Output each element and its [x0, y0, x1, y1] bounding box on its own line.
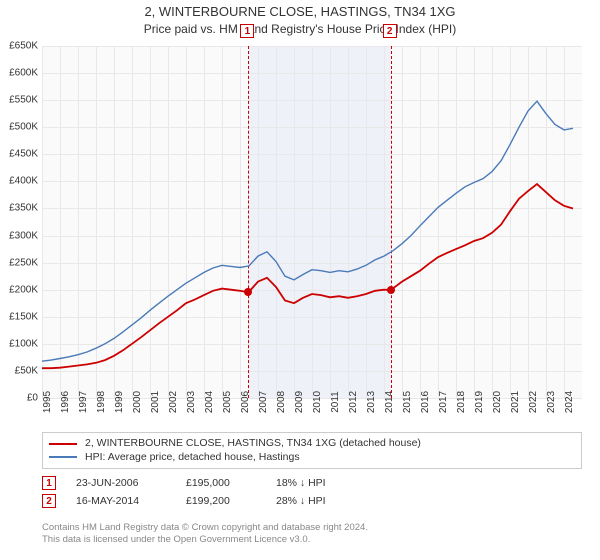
event-number-box: 1 [42, 476, 56, 490]
events-table: 1 23-JUN-2006 £195,000 18% ↓ HPI 2 16-MAY-201… [42, 476, 582, 512]
event-price: £199,200 [186, 495, 256, 507]
y-tick-label: £400K [9, 176, 38, 187]
y-tick-label: £150K [9, 311, 38, 322]
series-property [42, 184, 573, 368]
footer-line1: Contains HM Land Registry data © Crown c… [42, 522, 582, 534]
y-tick-label: £250K [9, 257, 38, 268]
legend-row: 2, WINTERBOURNE CLOSE, HASTINGS, TN34 1X… [49, 437, 575, 451]
event-marker-box: 2 [383, 24, 397, 38]
chart-area: £0£50K£100K£150K£200K£250K£300K£350K£400… [42, 46, 582, 398]
event-date: 23-JUN-2006 [76, 477, 166, 489]
event-date: 16-MAY-2014 [76, 495, 166, 507]
legend-swatch [49, 456, 77, 458]
plot-area: £0£50K£100K£150K£200K£250K£300K£350K£400… [42, 46, 582, 398]
y-tick-label: £50K [15, 365, 38, 376]
legend-swatch [49, 443, 77, 445]
event-delta: 28% ↓ HPI [276, 495, 326, 507]
event-marker-box: 1 [240, 24, 254, 38]
series-svg [42, 46, 582, 398]
chart-title: 2, WINTERBOURNE CLOSE, HASTINGS, TN34 1X… [0, 4, 600, 19]
event-number-box: 2 [42, 494, 56, 508]
y-tick-label: £200K [9, 284, 38, 295]
event-delta: 18% ↓ HPI [276, 477, 326, 489]
y-tick-label: £500K [9, 122, 38, 133]
event-price: £195,000 [186, 477, 256, 489]
event-row: 2 16-MAY-2014 £199,200 28% ↓ HPI [42, 494, 582, 508]
event-row: 1 23-JUN-2006 £195,000 18% ↓ HPI [42, 476, 582, 490]
y-tick-label: £100K [9, 338, 38, 349]
y-tick-label: £600K [9, 68, 38, 79]
y-tick-label: £300K [9, 230, 38, 241]
y-tick-label: £0 [27, 393, 38, 404]
legend-label: HPI: Average price, detached house, Hast… [85, 451, 300, 465]
y-tick-label: £550K [9, 95, 38, 106]
legend-label: 2, WINTERBOURNE CLOSE, HASTINGS, TN34 1X… [85, 437, 421, 451]
y-tick-label: £350K [9, 203, 38, 214]
chart-subtitle: Price paid vs. HM Land Registry's House … [0, 22, 600, 36]
footer-line2: This data is licensed under the Open Gov… [42, 534, 582, 546]
footer-attribution: Contains HM Land Registry data © Crown c… [42, 522, 582, 547]
y-tick-label: £650K [9, 41, 38, 52]
legend-row: HPI: Average price, detached house, Hast… [49, 451, 575, 465]
y-tick-label: £450K [9, 149, 38, 160]
legend: 2, WINTERBOURNE CLOSE, HASTINGS, TN34 1X… [42, 432, 582, 469]
